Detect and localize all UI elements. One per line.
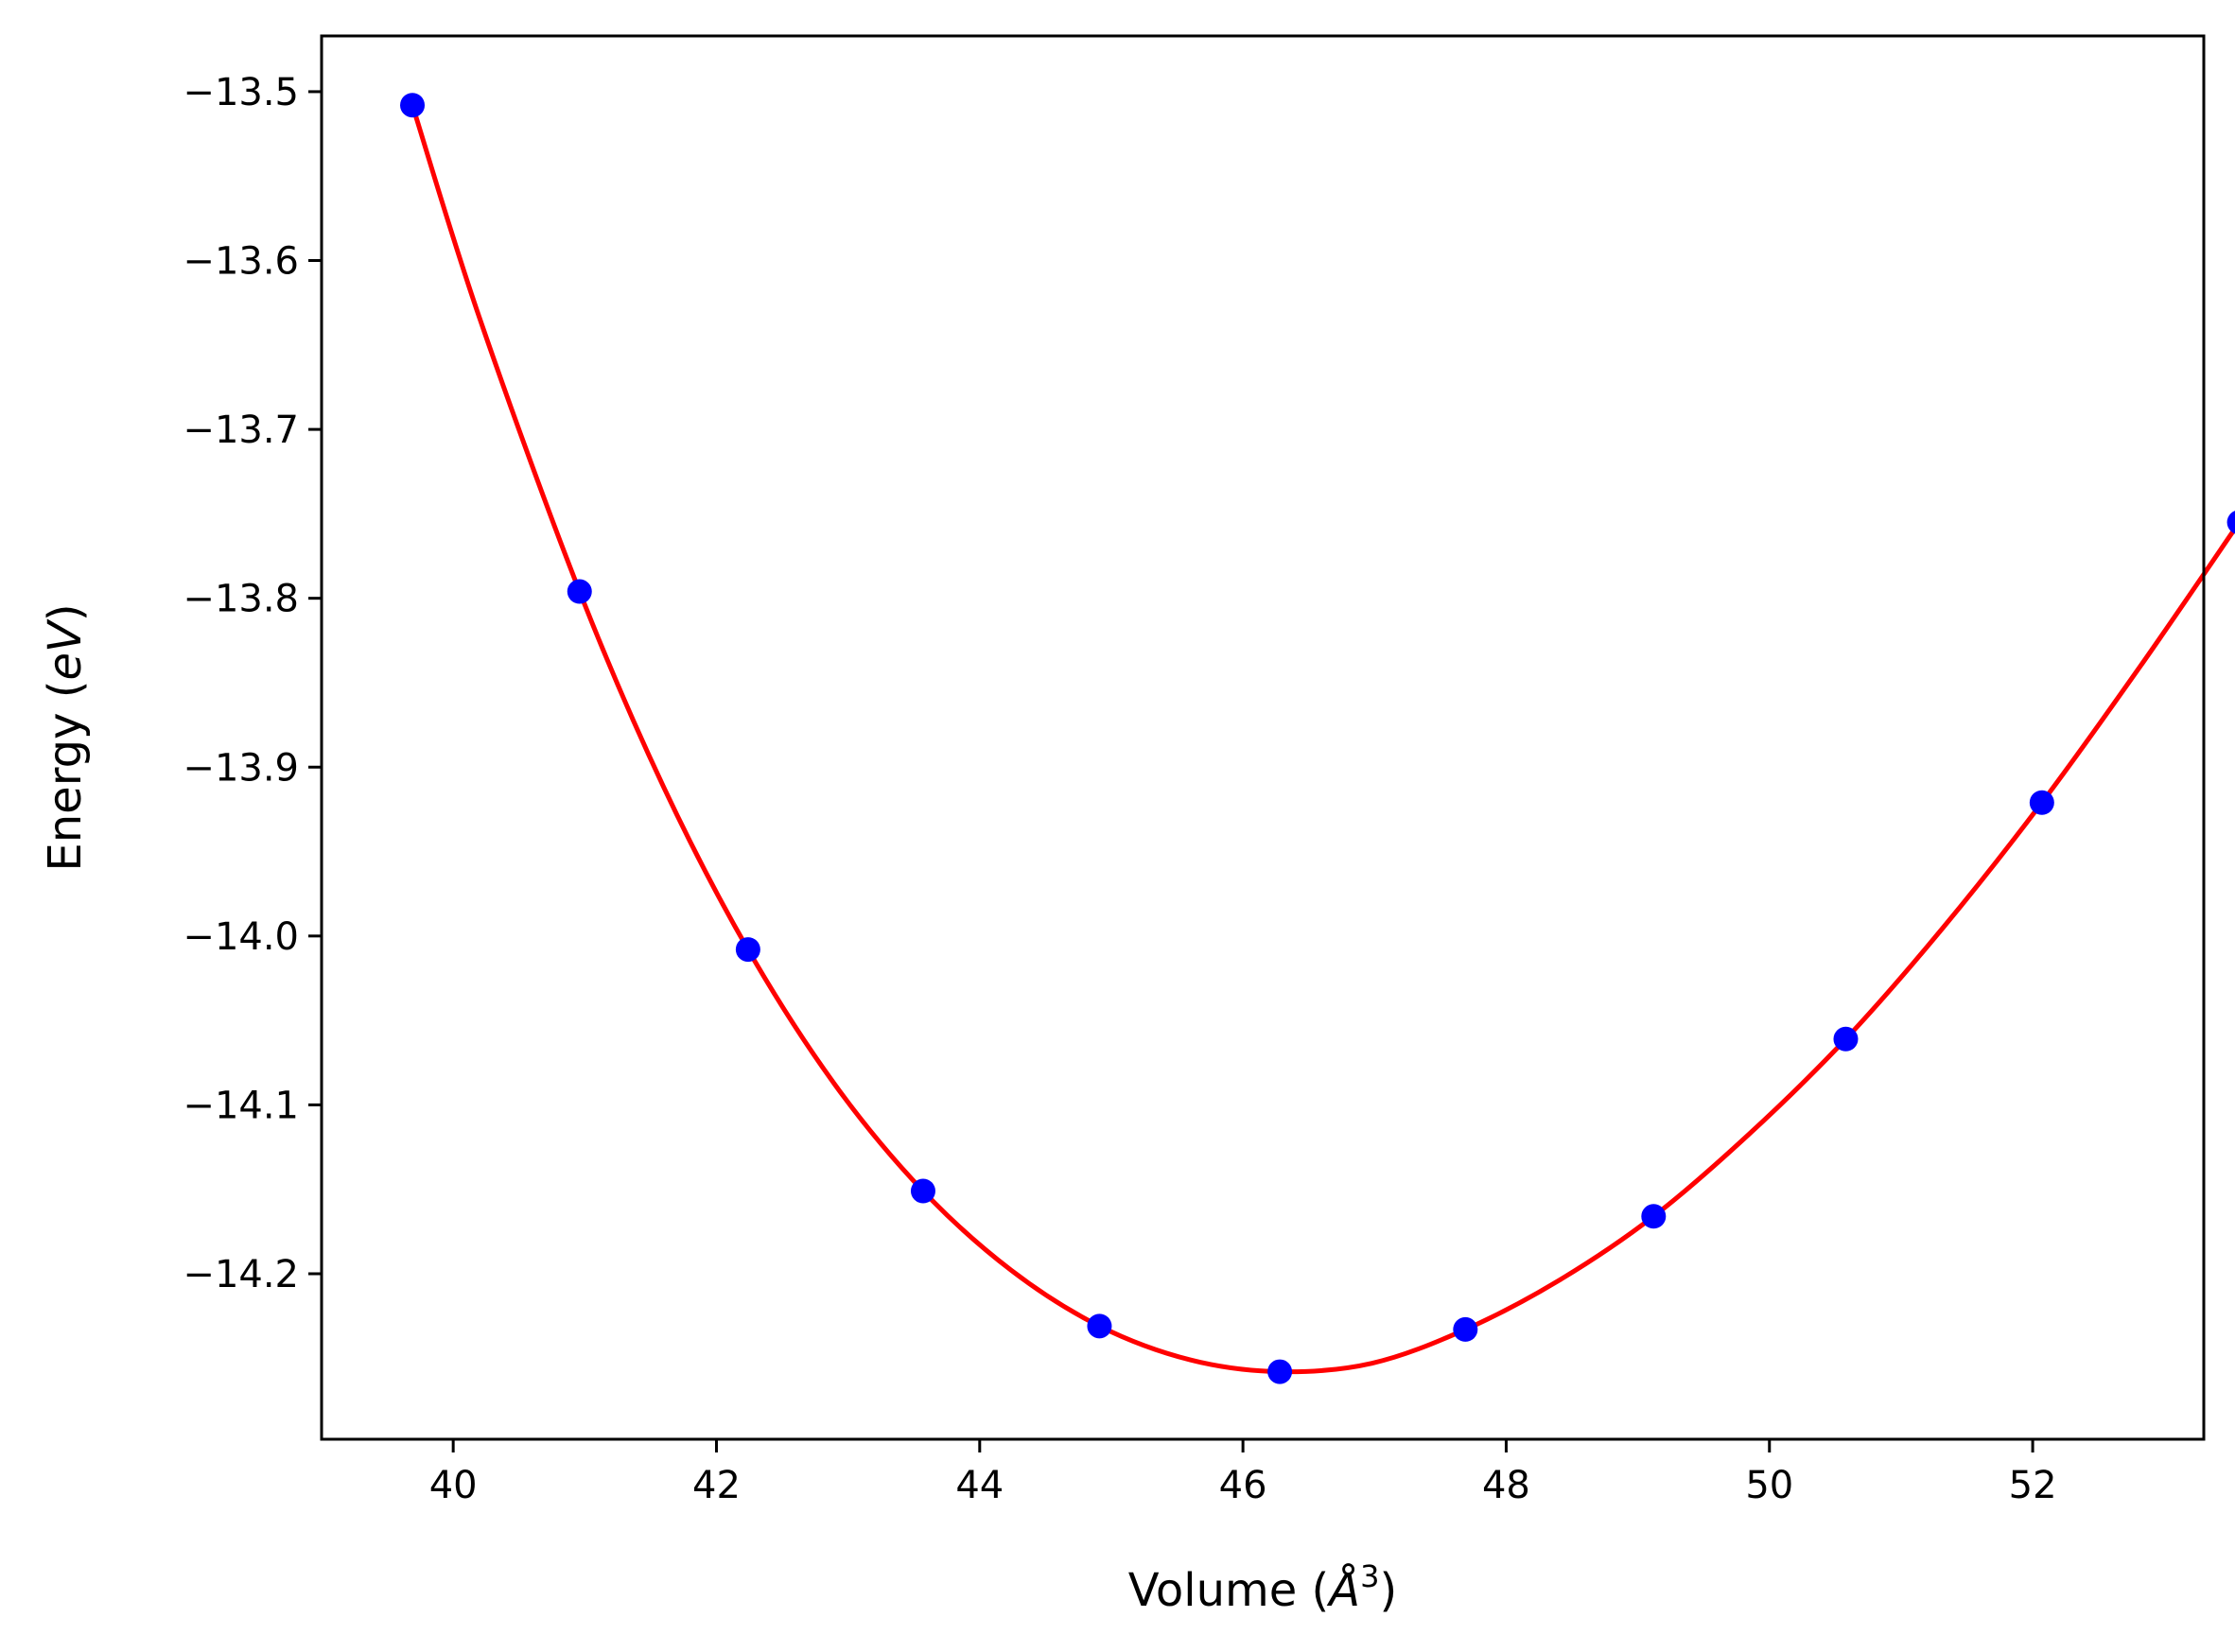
data-point: [1267, 1359, 1293, 1384]
y-tick-label: −13.7: [183, 409, 299, 452]
y-tick-label: −13.5: [183, 71, 299, 114]
y-tick-label: −13.6: [183, 240, 299, 284]
x-tick-label: 42: [692, 1464, 741, 1507]
data-point: [2226, 511, 2235, 534]
fit-curve-layer: [410, 104, 2235, 1375]
x-tick-label: 40: [429, 1464, 478, 1507]
y-axis-label: Energy (eV): [39, 603, 92, 871]
y-tick-label: −14.2: [183, 1253, 299, 1296]
data-point: [1833, 1026, 1859, 1052]
data-point: [735, 937, 760, 963]
plot-frame: [320, 34, 2206, 1441]
y-tick-label: −14.0: [183, 915, 299, 959]
x-tick-label: 50: [1745, 1464, 1793, 1507]
data-point: [1453, 1316, 1478, 1342]
x-tick-label: 46: [1219, 1464, 1267, 1507]
data-point: [400, 93, 426, 118]
data-point: [1641, 1204, 1667, 1229]
y-tick-label: −13.9: [183, 746, 299, 790]
x-tick-label: 48: [1482, 1464, 1530, 1507]
data-point: [567, 579, 592, 604]
x-tick-label: 44: [955, 1464, 1004, 1507]
x-axis-ticks: 4042444648505254: [429, 1439, 2057, 1507]
data-point: [1087, 1313, 1112, 1339]
data-point: [2029, 790, 2054, 815]
data-point: [910, 1178, 935, 1204]
x-axis-label: Volume (Å3): [1128, 1558, 1397, 1617]
y-tick-label: −14.1: [183, 1084, 299, 1127]
fit-curve: [410, 104, 2235, 1375]
data-points-layer: [400, 93, 2235, 1384]
y-axis-ticks: −13.5 −13.6 −13.7 −13.8 −13.9 −14.0 −14.1 −14.2: [183, 71, 322, 1296]
y-tick-label: −13.8: [183, 578, 299, 621]
x-tick-label: 52: [2009, 1464, 2057, 1507]
